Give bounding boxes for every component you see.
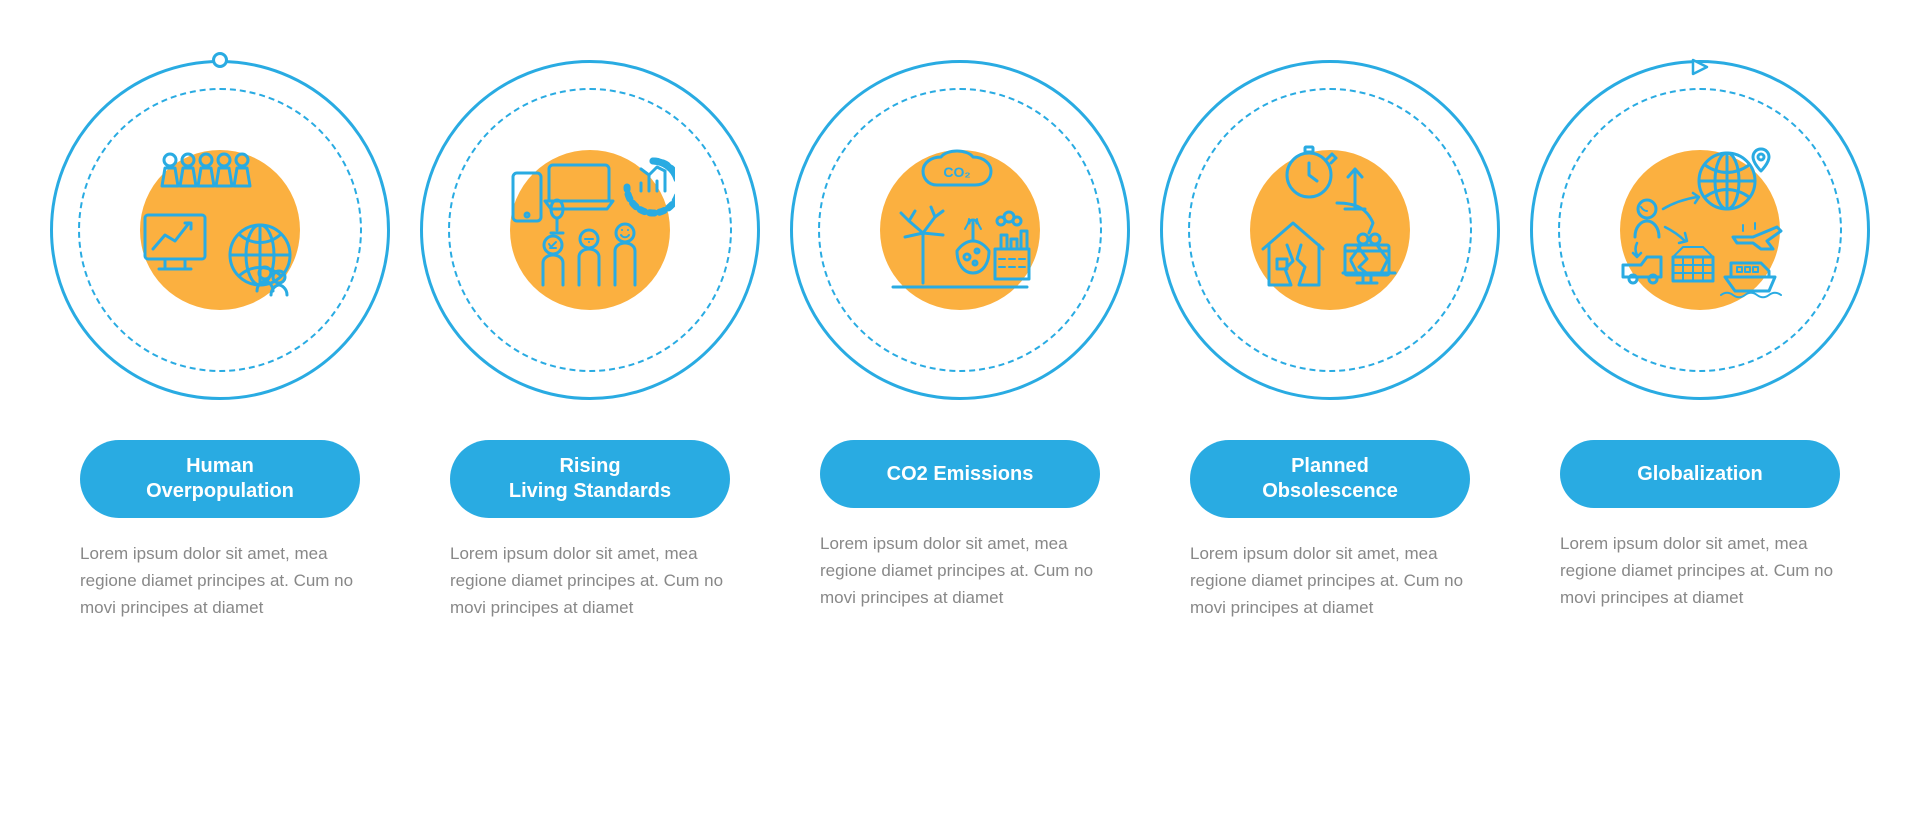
step-globalization: Globalization Lorem ipsum dolor sit amet…	[1515, 60, 1885, 612]
pill-overpopulation: HumanOverpopulation	[80, 440, 360, 518]
pill-living-standards: RisingLiving Standards	[450, 440, 730, 518]
pill-label: Globalization	[1637, 462, 1763, 487]
pill-label: HumanOverpopulation	[146, 454, 294, 504]
step-overpopulation: HumanOverpopulation Lorem ipsum dolor si…	[35, 60, 405, 622]
pill-globalization: Globalization	[1560, 440, 1840, 508]
pill-label: PlannedObsolescence	[1262, 454, 1398, 504]
desc-globalization: Lorem ipsum dolor sit amet, mea regione …	[1560, 530, 1840, 612]
end-arrow	[1689, 56, 1711, 83]
co2-pollution-icon: CO₂	[875, 145, 1045, 315]
pill-label: RisingLiving Standards	[509, 454, 671, 504]
broken-house-clock-icon	[1245, 145, 1415, 315]
svg-text:CO₂: CO₂	[943, 164, 970, 180]
pill-label: CO2 Emissions	[887, 462, 1034, 487]
step-living-standards: RisingLiving Standards Lorem ipsum dolor…	[405, 60, 775, 622]
step-obsolescence: PlannedObsolescence Lorem ipsum dolor si…	[1145, 60, 1515, 622]
people-globe-chart-icon	[135, 145, 305, 315]
desc-living-standards: Lorem ipsum dolor sit amet, mea regione …	[450, 540, 730, 622]
pill-co2: CO2 Emissions	[820, 440, 1100, 508]
step-co2: CO₂	[775, 60, 1145, 612]
desc-obsolescence: Lorem ipsum dolor sit amet, mea regione …	[1190, 540, 1470, 622]
circle-co2: CO₂	[790, 60, 1130, 400]
desc-overpopulation: Lorem ipsum dolor sit amet, mea regione …	[80, 540, 360, 622]
infographic-row: HumanOverpopulation Lorem ipsum dolor si…	[0, 0, 1920, 622]
devices-people-stats-icon	[505, 145, 675, 315]
circle-living-standards	[420, 60, 760, 400]
pill-obsolescence: PlannedObsolescence	[1190, 440, 1470, 518]
circle-overpopulation	[50, 60, 390, 400]
globe-transport-icon	[1615, 145, 1785, 315]
desc-co2: Lorem ipsum dolor sit amet, mea regione …	[820, 530, 1100, 612]
circle-obsolescence	[1160, 60, 1500, 400]
circle-globalization	[1530, 60, 1870, 400]
start-dot	[212, 52, 228, 68]
